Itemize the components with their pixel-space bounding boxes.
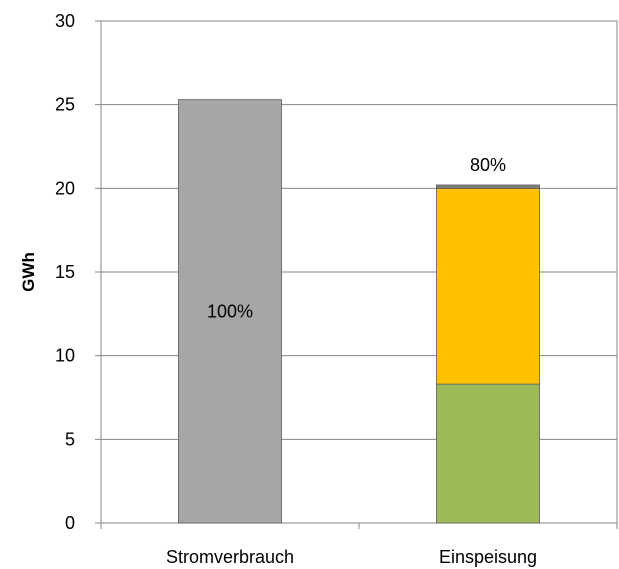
y-tick-label: 30 [55,11,75,31]
data-label: 100% [207,301,253,321]
y-tick-label: 0 [65,513,75,533]
bar-segment-einspeisung-1 [436,383,540,524]
labels: Stromverbrauch Einspeisung 100% 80% [166,155,537,567]
data-label: 80% [470,155,506,175]
y-tick-label: 5 [65,429,75,449]
bar-segment-einspeisung-2 [436,187,540,385]
bar-segment-stromverbrauch-0 [178,99,282,524]
y-tick-label: 25 [55,95,75,115]
y-tick-label: 10 [55,346,75,366]
bar-segment-einspeisung-3 [436,184,540,189]
y-tick-label: 15 [55,262,75,282]
x-category-label: Einspeisung [439,547,537,567]
bars [178,99,540,524]
y-axis-title: GWh [19,252,38,292]
x-category-label: Stromverbrauch [166,547,294,567]
axes: 0 5 10 15 20 25 30 [55,11,618,533]
y-tick-label: 20 [55,178,75,198]
